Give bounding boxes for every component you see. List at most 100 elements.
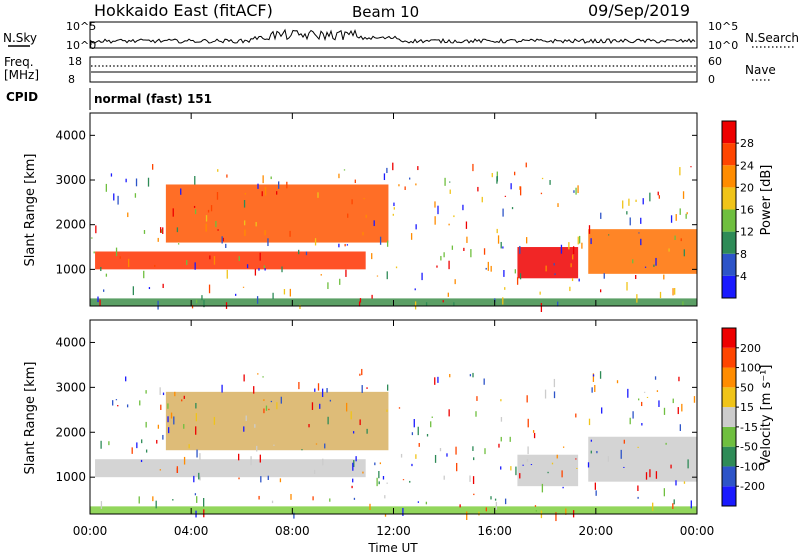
x-axis-label: Time UT [367, 541, 418, 554]
power-scatter-point [683, 249, 685, 257]
power-scatter-point [685, 213, 687, 219]
velocity-scatter-point [157, 424, 160, 429]
velocity-scatter-point [526, 395, 528, 403]
velocity-scatter-point [556, 454, 558, 459]
velocity-scatter-point [162, 392, 165, 396]
power-scatter-point [327, 282, 329, 290]
velocity-scatter-point [265, 405, 268, 411]
velocity-scatter-point [112, 400, 114, 406]
velocity-scatter-point [553, 378, 556, 388]
velocity-scatter-point [273, 444, 275, 446]
power-scatter-point [147, 177, 150, 187]
velocity-scatter-point [456, 462, 458, 472]
velocity-scatter-point [262, 376, 264, 378]
power-scatter-point [629, 217, 631, 226]
velocity-colorbar-tick-label: -15 [740, 421, 758, 434]
velocity-scatter-point [126, 404, 129, 408]
power-scatter-point [674, 235, 676, 240]
velocity-scatter-point [547, 471, 549, 474]
velocity-scatter-point [260, 476, 262, 483]
power-scatter-point [201, 295, 203, 301]
velocity-scatter-point [459, 504, 461, 508]
noise-right-tick-bottom: 10^0 [708, 39, 738, 52]
power-scatter-point [600, 212, 602, 219]
velocity-scatter-point [359, 419, 361, 426]
velocity-scatter-point [245, 415, 247, 422]
power-scatter-point [503, 270, 505, 277]
velocity-scatter-point [590, 450, 592, 454]
velocity-scatter-point [361, 385, 363, 393]
velocity-scatter-point [238, 453, 240, 461]
velocity-scatter-point [290, 493, 292, 500]
power-scatter-point [264, 230, 266, 236]
velocity-scatter-point [663, 407, 666, 415]
power-scatter-point [519, 186, 521, 190]
noise-right-label: N.Search [745, 31, 799, 45]
power-scatter-point [545, 265, 547, 272]
power-scatter-point [632, 259, 634, 264]
power-scatter-point [453, 302, 455, 306]
velocity-scatter-point [271, 500, 274, 504]
power-scatter-point [194, 209, 197, 215]
velocity-scatter-point [693, 396, 696, 403]
power-scatter-point [490, 265, 492, 272]
velocity-scatter-point [313, 469, 316, 475]
power-scatter-point [513, 171, 516, 176]
velocity-scatter-point [141, 439, 143, 444]
velocity-colorbar-swatch [722, 367, 736, 388]
noise-left-tick-bottom: 10^0 [66, 39, 96, 52]
velocity-scatter-point [183, 424, 185, 429]
velocity-scatter-point [498, 443, 500, 448]
power-scatter-point [205, 223, 207, 232]
velocity-scatter-point [361, 368, 363, 376]
velocity-scatter-point [257, 373, 259, 375]
noise-trace-line [90, 28, 696, 45]
velocity-scatter-point [279, 478, 282, 483]
velocity-scatter-point [575, 413, 577, 418]
velocity-scatter-point [195, 426, 197, 435]
power-scatter-point [289, 230, 291, 237]
power-scatter-point [442, 300, 444, 303]
power-scatter-point [160, 229, 163, 233]
power-colorbar-swatch [722, 209, 736, 232]
power-scatter-point [255, 221, 257, 227]
power-scatter-point [477, 186, 479, 192]
power-scatter-point [343, 169, 346, 171]
power-panel: 1000 2000 3000 4000 Slant Range [km] 4 8 12 16… [23, 112, 774, 312]
velocity-scatter-point [159, 387, 161, 395]
power-scatter-point [557, 203, 559, 208]
power-scatter-point [575, 187, 577, 195]
power-scatter-point [415, 224, 417, 230]
power-scatter-point [177, 243, 180, 245]
x-tick-label: 08:00 [275, 524, 310, 538]
power-scatter-point [371, 294, 373, 299]
velocity-echo-region-2 [517, 454, 579, 487]
power-scatter-point [496, 171, 498, 177]
velocity-scatter-point [329, 399, 332, 402]
velocity-scatter-point [167, 403, 169, 409]
power-scatter-point [213, 256, 216, 265]
velocity-scatter-point [472, 476, 475, 485]
power-scatter-point [470, 249, 472, 258]
velocity-colorbar-tick-label: 15 [740, 401, 754, 414]
velocity-scatter-point [562, 486, 564, 489]
velocity-scatter-point [672, 398, 674, 404]
velocity-scatter-point [469, 475, 471, 482]
velocity-scatter-point [679, 424, 681, 431]
velocity-scatter-point [687, 459, 689, 469]
power-y-ticks: 1000 2000 3000 4000 [55, 128, 697, 276]
velocity-scatter-point [100, 440, 102, 449]
velocity-scatter-point [250, 456, 252, 466]
power-scatter-point [209, 255, 211, 260]
power-scatter-point [622, 200, 624, 209]
velocity-scatter-point [509, 436, 511, 442]
power-scatter-point [105, 183, 107, 192]
freq-left-tick-top: 18 [68, 55, 82, 68]
velocity-scatter-point [588, 418, 591, 426]
velocity-scatter-point [526, 458, 529, 462]
velocity-scatter-point [139, 400, 141, 406]
velocity-scatter-point [138, 496, 140, 504]
velocity-scatter-point [519, 473, 521, 479]
power-scatter-point [217, 229, 219, 231]
